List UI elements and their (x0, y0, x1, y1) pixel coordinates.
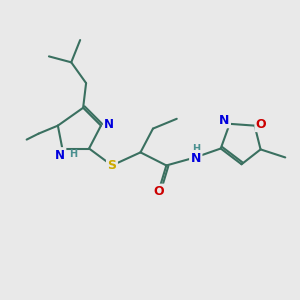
Text: N: N (219, 114, 230, 127)
Text: S: S (107, 159, 116, 172)
Text: N: N (55, 148, 65, 162)
Text: H: H (69, 149, 77, 159)
Text: O: O (154, 185, 164, 198)
Text: O: O (256, 118, 266, 130)
Text: N: N (104, 118, 114, 130)
Text: N: N (190, 152, 201, 164)
Text: H: H (192, 144, 200, 154)
